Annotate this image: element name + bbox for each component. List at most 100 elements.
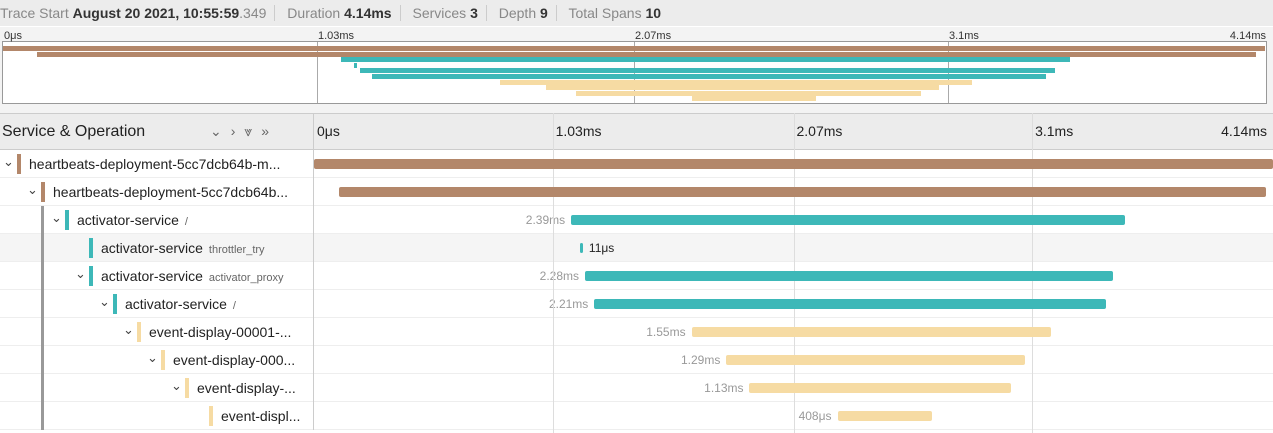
span-bar[interactable] xyxy=(580,243,584,253)
service-name: activator-service xyxy=(77,212,179,228)
minimap-canvas xyxy=(2,41,1267,104)
minimap-tick-label: 4.14ms xyxy=(1229,30,1266,42)
service-name: activator-service xyxy=(101,268,203,284)
duration-label: 11μs xyxy=(588,241,615,255)
expand-toggle[interactable]: ⌄ xyxy=(99,294,110,309)
grid-line xyxy=(552,113,554,433)
span-name: activator-service / xyxy=(125,296,236,312)
span-bar[interactable] xyxy=(585,271,1114,281)
span-row[interactable]: ⌄ event-display-... 1.13ms xyxy=(0,374,1273,402)
duration-label: 2.28ms xyxy=(539,269,580,283)
service-color xyxy=(185,378,189,398)
duration-label: 1.29ms xyxy=(680,353,721,367)
divider xyxy=(313,178,314,206)
expand-toggle[interactable]: ⌄ xyxy=(75,266,86,281)
span-bar[interactable] xyxy=(749,383,1012,393)
minimap-grid-line xyxy=(316,42,318,103)
minimap-tick-label: 1.03ms xyxy=(317,30,355,42)
span-row[interactable]: ⌄ heartbeats-deployment-5cc7dcb64b-m... xyxy=(0,150,1273,178)
tick-label: 1.03ms xyxy=(555,123,602,139)
span-row[interactable]: ⌄ event-display-000... 1.29ms xyxy=(0,346,1273,374)
span-row[interactable]: ⌄ activator-service / 2.39ms xyxy=(0,206,1273,234)
minimap-span xyxy=(545,85,939,91)
divider xyxy=(313,206,314,234)
divider xyxy=(313,290,314,318)
tree-guide xyxy=(41,206,44,234)
minimap-span xyxy=(371,74,1046,79)
span-name: event-display-... xyxy=(197,380,296,396)
operation-name: / xyxy=(232,300,236,312)
span-name: heartbeats-deployment-5cc7dcb64b... xyxy=(53,184,288,200)
trace-header: Trace Start August 20 2021, 10:55:59.349… xyxy=(0,0,1273,26)
minimap-span xyxy=(353,62,357,68)
service-name: event-display-000... xyxy=(173,352,296,368)
service-color xyxy=(89,266,93,286)
expand-toggle[interactable]: ⌄ xyxy=(51,210,62,225)
minimap-tick-label: 3.1ms xyxy=(948,30,979,42)
service-color xyxy=(137,322,141,342)
expand-toggle[interactable]: ⌄ xyxy=(27,182,38,197)
value: .349 xyxy=(239,5,267,21)
tick-label: 4.14ms xyxy=(1221,123,1267,139)
label: Total Spans xyxy=(568,5,642,21)
service-name: heartbeats-deployment-5cc7dcb64b... xyxy=(53,184,289,200)
divider xyxy=(313,318,314,346)
expand-toggle[interactable]: ⌄ xyxy=(171,378,182,393)
collapse-controls[interactable]: ⌄›⩔» xyxy=(210,123,279,139)
service-name: event-display-... xyxy=(197,380,296,396)
minimap-span xyxy=(691,96,817,102)
minimap-span xyxy=(359,68,1055,74)
service-color xyxy=(17,154,21,174)
tree-guide xyxy=(41,318,44,346)
service-color xyxy=(89,238,93,258)
operation-name: / xyxy=(184,216,188,228)
service-name: activator-service xyxy=(125,296,227,312)
tree-guide xyxy=(41,290,44,318)
duration-label: 1.13ms xyxy=(704,381,744,395)
span-row[interactable]: activator-service throttler_try 11μs xyxy=(0,234,1273,262)
tree-guide xyxy=(41,262,44,290)
span-bar[interactable] xyxy=(594,299,1107,309)
tree-guide xyxy=(41,234,44,262)
span-row[interactable]: ⌄ activator-service activator_proxy 2.28ms xyxy=(0,262,1273,290)
minimap-span xyxy=(341,57,1070,63)
expand-toggle[interactable]: ⌄ xyxy=(147,350,158,365)
span-bar[interactable] xyxy=(571,215,1125,225)
value: 9 xyxy=(540,5,548,21)
service-color xyxy=(113,294,117,314)
span-row[interactable]: ⌄ event-display-00001-... 1.55ms xyxy=(0,318,1273,346)
expand-toggle[interactable]: ⌄ xyxy=(3,154,14,169)
span-row[interactable]: ⌄ heartbeats-deployment-5cc7dcb64b... xyxy=(0,178,1273,206)
span-bar[interactable] xyxy=(837,411,932,421)
span-name: event-display-000... xyxy=(173,352,295,368)
minimap-tick-label: 2.07ms xyxy=(635,30,672,42)
span-bar[interactable] xyxy=(339,187,1267,197)
divider xyxy=(313,402,314,430)
span-row[interactable]: event-displ... 408μs xyxy=(0,402,1273,430)
label: Duration xyxy=(287,5,341,21)
column-title: Service & Operation xyxy=(2,123,146,140)
span-bar[interactable] xyxy=(726,355,1026,365)
tree-guide xyxy=(41,402,44,430)
tick-label: 2.07ms xyxy=(796,123,843,139)
minimap-tick-label: 0μs xyxy=(4,30,22,42)
expand-toggle[interactable]: ⌄ xyxy=(123,322,134,337)
operation-name: activator_proxy xyxy=(208,272,284,284)
service-name: event-displ... xyxy=(221,408,301,424)
span-bar[interactable] xyxy=(314,159,1273,169)
label: Trace Start xyxy=(0,5,69,21)
tree-guide xyxy=(41,374,44,402)
duration-label: 408μs xyxy=(798,409,832,423)
divider xyxy=(313,374,314,402)
service-color xyxy=(161,350,165,370)
span-name: event-display-00001-... xyxy=(149,324,291,340)
minimap-span xyxy=(36,51,1256,57)
service-color xyxy=(65,210,69,230)
tick-label: 0μs xyxy=(317,123,340,139)
service-color xyxy=(209,406,213,426)
span-bar[interactable] xyxy=(691,327,1051,337)
label: Depth xyxy=(498,5,537,21)
span-row[interactable]: ⌄ activator-service / 2.21ms xyxy=(0,290,1273,318)
divider xyxy=(313,262,314,290)
